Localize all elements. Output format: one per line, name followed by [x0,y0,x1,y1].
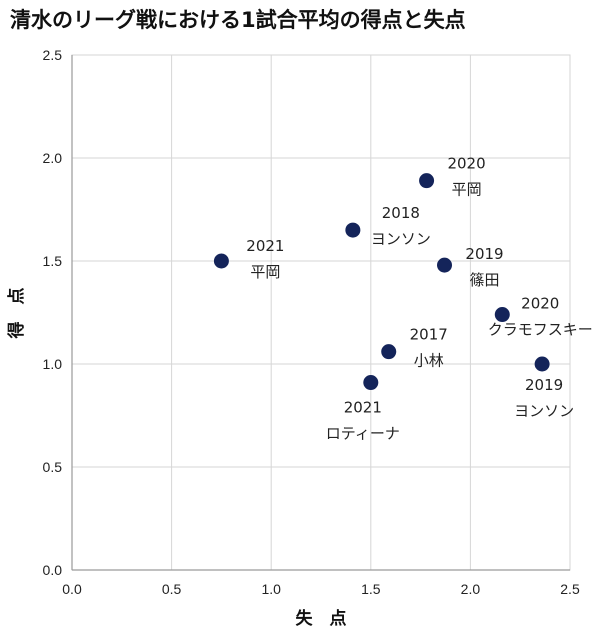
y-tick-label: 2.0 [43,150,63,166]
data-point [213,253,229,269]
data-point [494,307,510,323]
y-tick-label: 1.0 [43,356,63,372]
x-tick-label: 1.0 [261,581,281,597]
point-label-year: 2019 [465,245,503,263]
point-label-year: 2021 [246,237,284,255]
point-label-name: 小林 [414,352,444,370]
x-tick-label: 2.5 [560,581,580,597]
y-tick-label: 0.5 [43,459,63,475]
x-tick-label: 2.0 [461,581,481,597]
data-points [213,173,550,391]
point-label-year: 2018 [382,204,420,222]
y-tick-label: 2.5 [43,47,63,63]
point-label-name: 篠田 [469,271,499,289]
point-label-name: 平岡 [250,263,280,281]
plot-area [71,54,571,571]
data-point [437,257,453,273]
point-label-year: 2017 [410,326,448,344]
point-label-year: 2021 [344,399,382,417]
data-point [381,344,397,360]
data-point [363,375,379,391]
point-label-name: ロティーナ [326,425,400,443]
grid-lines [72,55,570,570]
y-tick-label: 0.0 [43,562,63,578]
chart-title: 清水のリーグ戦における1試合平均の得点と失点 [10,8,466,32]
data-point [345,222,361,238]
y-tick-label: 1.5 [43,253,63,269]
point-label-year: 2019 [525,376,563,394]
x-axis-label: 失 点 [296,608,347,629]
point-label-name: ヨンソン [514,402,574,420]
x-tick-label: 1.5 [361,581,381,597]
point-label-name: ヨンソン [371,230,431,248]
x-tick-label: 0.5 [162,581,182,597]
point-labels: 2021 平岡 2018 ヨンソン 2020 平岡 2019 篠田 2020 クラモフスキー 201… [246,155,592,443]
data-point [534,356,550,372]
point-label-year: 2020 [521,295,559,313]
point-label-name: クラモフスキー [488,321,593,339]
x-tick-label: 0.0 [62,581,82,597]
tick-labels: 0.0 0.5 1.0 1.5 2.0 2.5 0.0 0.5 1.0 1.5 2.0 2.5 [43,47,580,597]
point-label-year: 2020 [447,155,485,173]
data-point [419,173,435,189]
axes [71,55,570,571]
point-label-name: 平岡 [452,181,482,199]
y-axis-label: 得 点 [6,288,27,340]
